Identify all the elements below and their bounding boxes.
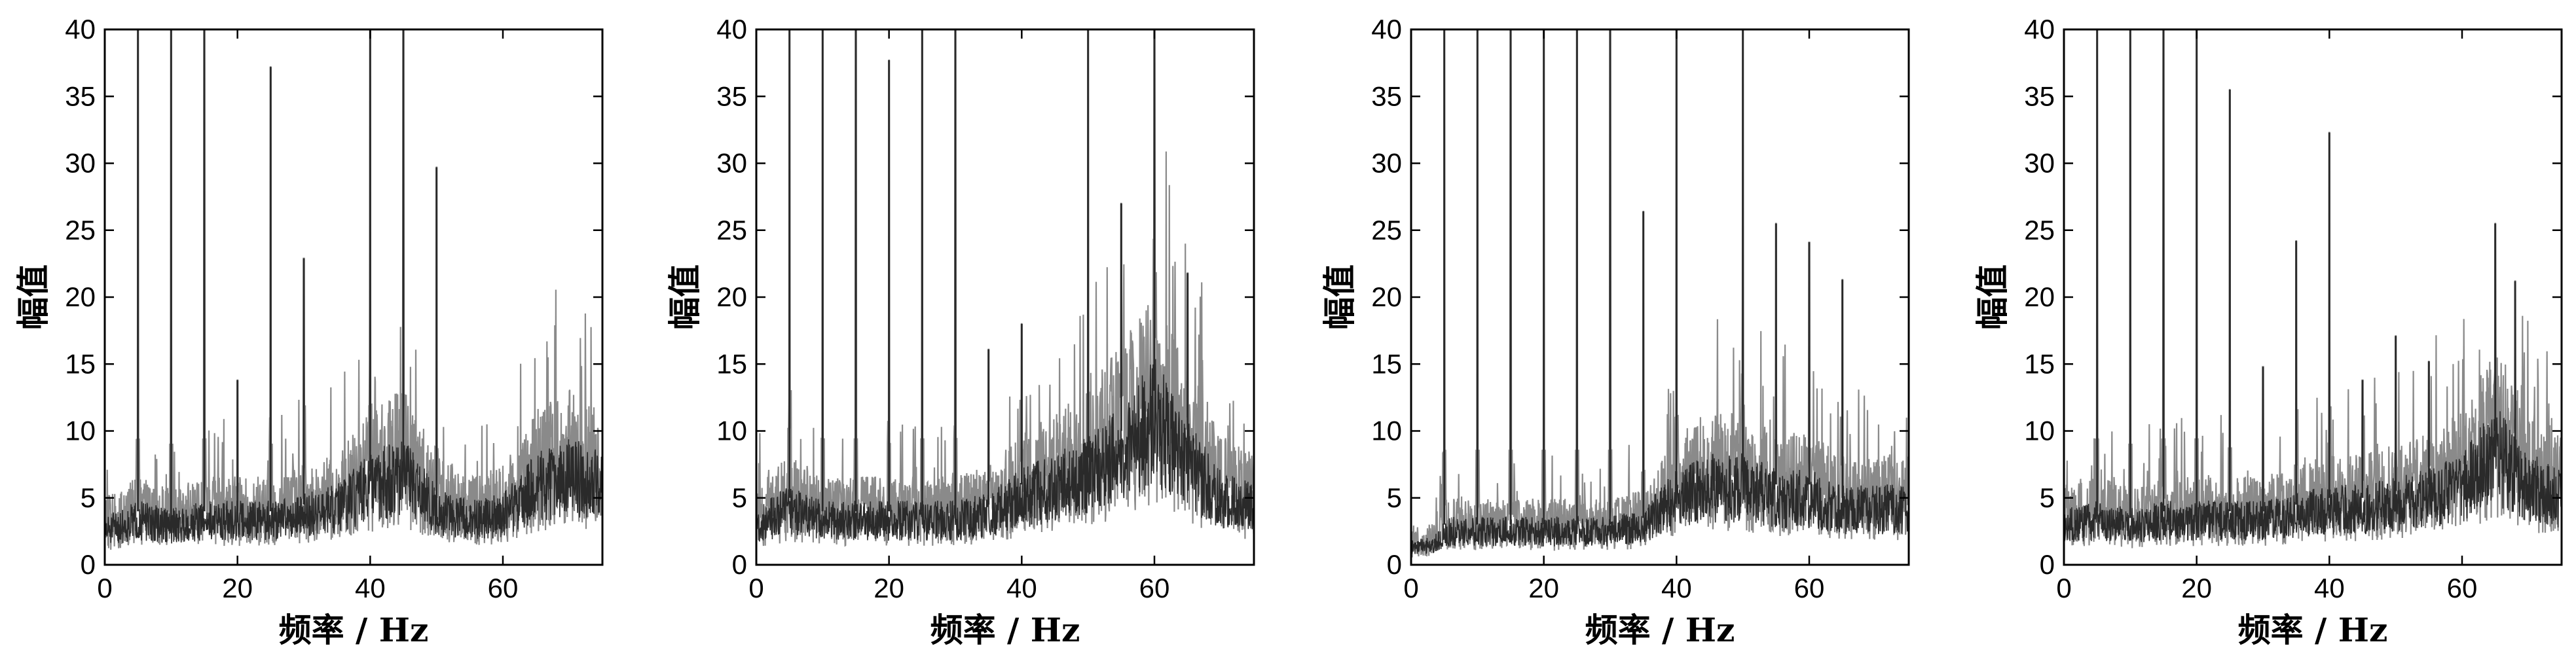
x-tick-label: 40 [2314,573,2345,603]
y-tick-label: 5 [2040,482,2055,513]
y-tick-label: 25 [716,215,747,245]
y-axis-label: 幅值 [1973,264,2012,330]
y-tick-label: 35 [2024,80,2055,111]
x-axis-label: 频率 / Hz [2238,611,2388,649]
y-tick-label: 30 [2024,148,2055,179]
y-tick-label: 35 [716,80,747,111]
x-tick-label: 60 [1794,573,1825,603]
chart-panel-3: 0 5 10 15 20 25 30 35 40 0 20 40 60 频率 / Hz 幅值 [1320,14,1910,649]
spectrum-line-series [756,358,1254,542]
y-tick-label: 25 [65,215,96,245]
y-tick-label: 30 [65,148,96,179]
y-tick-label: 0 [2040,549,2055,580]
y-tick-label: 10 [2024,416,2055,446]
spectrum-line-series [1411,453,1909,554]
x-tick-label: 0 [97,573,112,603]
spectrum-band-series [1411,29,1909,558]
x-tick-label: 20 [1528,573,1559,603]
y-axis-label: 幅值 [14,264,52,330]
y-tick-label: 20 [65,281,96,312]
plot-area [2064,29,2562,548]
y-tick-label: 0 [1387,549,1402,580]
y-tick-label: 20 [2024,281,2055,312]
y-tick-label: 5 [81,482,96,513]
y-tick-label: 40 [716,14,747,45]
x-tick-label: 20 [874,573,904,603]
y-tick-label: 15 [65,348,96,379]
x-tick-label: 40 [355,573,386,603]
x-tick-label: 60 [2447,573,2478,603]
chart-panel-4: 0 5 10 15 20 25 30 35 40 0 20 40 60 频率 / Hz 幅值 [1973,14,2563,649]
plot-area [1411,29,1909,558]
y-axis-label: 幅值 [1320,264,1359,330]
y-tick-label: 15 [716,348,747,379]
spectrum-band-series [756,29,1254,547]
x-tick-label: 40 [1661,573,1692,603]
spectrum-line-series [2064,411,2562,543]
y-tick-label: 15 [2024,348,2055,379]
y-tick-label: 40 [1371,14,1402,45]
y-tick-label: 30 [1371,148,1402,179]
x-tick-label: 0 [748,573,764,603]
y-tick-label: 25 [1371,215,1402,245]
y-tick-label: 35 [1371,80,1402,111]
x-tick-label: 60 [1139,573,1170,603]
x-tick-label: 0 [1403,573,1418,603]
y-tick-label: 20 [1371,281,1402,312]
y-tick-label: 30 [716,148,747,179]
x-axis-label: 频率 / Hz [930,611,1080,649]
y-tick-label: 10 [1371,416,1402,446]
y-tick-label: 5 [1387,482,1402,513]
y-tick-label: 40 [2024,14,2055,45]
plot-area [756,29,1254,547]
x-axis-label: 频率 / Hz [1585,611,1735,649]
spectrum-line-series [105,439,602,544]
y-tick-label: 10 [65,416,96,446]
x-tick-label: 40 [1006,573,1037,603]
x-tick-label: 20 [222,573,253,603]
y-tick-label: 40 [65,14,96,45]
y-axis-label: 幅值 [665,264,704,330]
plot-area [105,29,602,550]
y-tick-label: 15 [1371,348,1402,379]
y-tick-label: 20 [716,281,747,312]
y-tick-label: 5 [732,482,747,513]
chart-panel-1: 0 5 10 15 20 25 30 35 40 0 20 40 60 频率 / Hz 幅值 [14,14,604,649]
y-tick-label: 10 [716,416,747,446]
chart-panel-2: 0 5 10 15 20 25 30 35 40 0 20 40 60 频率 / Hz 幅值 [665,14,1255,649]
y-tick-label: 0 [732,549,747,580]
y-tick-label: 0 [81,549,96,580]
y-tick-label: 25 [2024,215,2055,245]
x-tick-label: 60 [488,573,519,603]
x-tick-label: 20 [2181,573,2212,603]
x-axis-label: 频率 / Hz [279,611,429,649]
y-tick-label: 35 [65,80,96,111]
x-tick-label: 0 [2056,573,2071,603]
